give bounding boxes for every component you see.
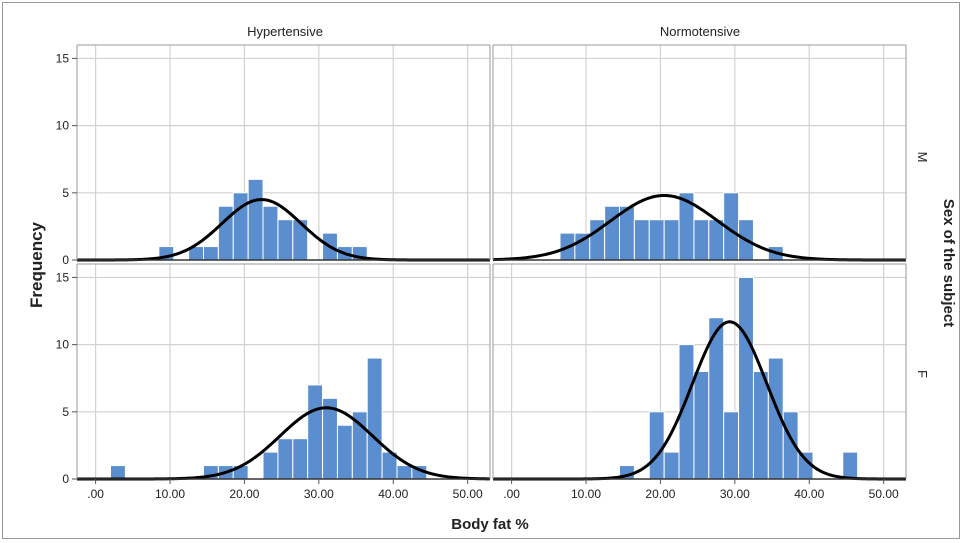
x-tick-label: 20.00 [229,487,259,501]
histogram-bar [396,465,413,480]
x-tick-label: 40.00 [378,487,408,501]
histogram-bar [693,219,710,261]
histogram-bar [723,411,740,480]
x-tick-label: 50.00 [869,487,899,501]
x-tick-label: 10.00 [155,487,185,501]
histogram-bar [633,219,650,261]
histogram-bar [752,371,769,480]
histogram-bar [708,219,725,261]
y-axis-title: Frequency [27,221,46,308]
histogram-bar [738,276,754,480]
y-tick-label: 0 [62,253,69,267]
y-tick-label: 10 [56,338,70,352]
histogram-bar [307,384,324,480]
y-tick-label: 15 [56,270,70,284]
histogram-bar [109,465,126,480]
y-tick-label: 5 [62,186,69,200]
histogram-bar [336,424,353,480]
histogram-bar [203,246,219,261]
x-tick-label: 40.00 [794,487,824,501]
histogram-bar [262,451,279,480]
histogram-bar [693,371,710,480]
histogram-bar [247,178,264,261]
histogram-bar [648,411,665,480]
row-label-m: M [915,152,930,163]
histogram-bar [262,205,279,261]
y-tick-label: 15 [56,51,70,65]
histogram-bar [663,219,680,261]
x-tick-label: 50.00 [453,487,483,501]
column-label-hypertensive: Hypertensive [247,24,323,39]
x-axis-title: Body fat % [451,516,529,533]
row-label-f: F [915,370,930,378]
histogram-bar [292,438,309,480]
x-tick-label: .00 [503,487,520,501]
y-tick-label: 5 [62,405,69,419]
histogram-bar [277,438,294,480]
x-tick-label: 20.00 [645,487,675,501]
y-tick-label: 0 [62,472,69,486]
x-tick-label: 30.00 [720,487,750,501]
x-tick-label: .00 [87,487,104,501]
histogram-bar [366,357,383,480]
histogram-bar [842,451,859,480]
histogram-bar [277,219,294,261]
x-tick-label: 10.00 [571,487,601,501]
histogram-bar [663,451,680,480]
column-label-normotensive: Normotensive [660,24,740,39]
histogram-bar [648,219,665,261]
x-tick-label: 30.00 [304,487,334,501]
row-title: Sex of the subject [940,199,957,327]
y-tick-label: 10 [56,119,70,133]
